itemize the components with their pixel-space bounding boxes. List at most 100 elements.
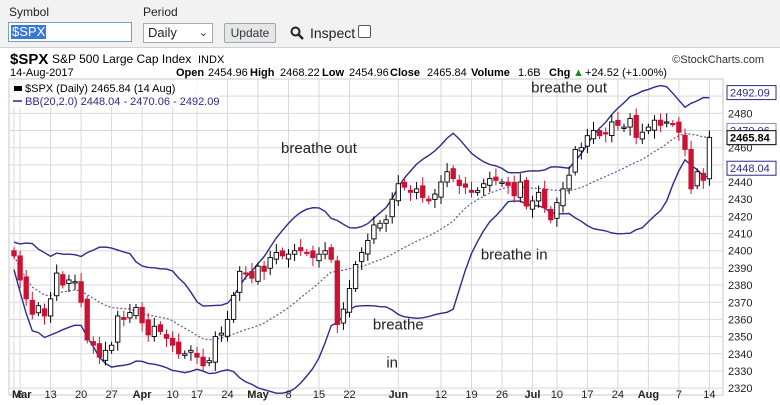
x-tick-label: 6 [17, 389, 23, 401]
x-tick-label: 24 [221, 389, 233, 401]
candle-up [365, 239, 371, 255]
candle-down [249, 271, 255, 279]
high-label: High [250, 67, 275, 79]
bb-lower-line [13, 158, 710, 394]
candle-up [206, 360, 212, 364]
candle-down [542, 188, 548, 209]
candles [11, 108, 713, 371]
candle-up [224, 318, 231, 337]
chart-annotation: breathe in [481, 246, 548, 263]
x-tick-label: 26 [496, 389, 508, 401]
candle-up [432, 193, 438, 200]
x-tick-label: 19 [465, 389, 477, 401]
candle-up [54, 272, 60, 297]
chart-name: S&P 500 Large Cap Index [52, 52, 191, 66]
candle-down [194, 352, 200, 358]
candle-down [603, 132, 609, 135]
candle-up [438, 181, 444, 198]
candle-up [706, 136, 713, 180]
candle-down [548, 208, 554, 221]
symbol-input-value[interactable]: $SPX [11, 24, 47, 39]
y-tick-label: 2350 [728, 332, 752, 344]
watermark: ©StockCharts.com [672, 54, 764, 66]
candle-up [535, 191, 542, 202]
search-icon[interactable] [290, 26, 304, 40]
inspect-checkbox[interactable] [358, 25, 371, 38]
candle-down [688, 148, 694, 190]
candle-up [499, 181, 505, 184]
candle-down [456, 179, 462, 186]
right-label-box [726, 85, 777, 101]
x-tick-label: 10 [166, 389, 178, 401]
candle-down [468, 189, 475, 193]
y-tick-label: 2420 [728, 211, 752, 223]
chg-value: +24.52 (+1.00%) [585, 67, 667, 79]
candle-down [29, 299, 35, 315]
chart-annotation: breathe [373, 317, 424, 334]
symbol-label: Symbol [9, 5, 50, 19]
candle-down [261, 265, 267, 272]
candle-up [664, 121, 670, 124]
candle-up [352, 264, 359, 289]
candle-up [383, 219, 389, 224]
update-button[interactable]: Update [224, 23, 276, 43]
x-tick-label: 20 [75, 389, 87, 401]
candle-down [145, 319, 151, 336]
candle-up [474, 190, 481, 193]
candle-down [450, 168, 456, 180]
chg-label: Chg [549, 67, 570, 79]
candle-up [108, 344, 115, 351]
candle-up [590, 130, 597, 140]
volume-label: Volume [471, 67, 510, 79]
candle-down [96, 343, 103, 358]
candle-up [218, 332, 225, 336]
candle-up [609, 121, 615, 136]
candle-up [389, 198, 395, 218]
candle-down [462, 183, 469, 188]
candle-down [78, 281, 84, 303]
y-tick-label: 2460 [728, 143, 752, 155]
period-select[interactable]: Daily ⌄ [143, 23, 213, 43]
candle-up [237, 270, 243, 293]
candle-down [407, 189, 414, 193]
candle-up [487, 178, 493, 186]
period-label: Period [143, 5, 178, 19]
candle-up [340, 308, 347, 324]
right-label-value: 2465.84 [730, 133, 771, 145]
x-tick-label: 8 [285, 389, 291, 401]
candle-down [41, 308, 48, 317]
candle-up [481, 183, 487, 188]
candle-up [529, 200, 536, 210]
candle-down [139, 306, 145, 324]
candle-down [682, 134, 688, 150]
candle-down [328, 247, 334, 260]
chart-exchange: INDX [198, 54, 225, 66]
price-legend-swatch [14, 86, 22, 91]
candle-up [578, 147, 584, 152]
candle-up [115, 315, 121, 343]
y-tick-label: 2390 [728, 263, 752, 275]
candle-down [505, 181, 511, 186]
candle-down [670, 123, 676, 126]
candle-up [645, 126, 652, 132]
y-tick-label: 2430 [728, 194, 752, 206]
chart-ticker: $SPX [10, 51, 48, 68]
candle-up [413, 188, 420, 193]
candle-up [621, 126, 627, 129]
candle-up [255, 265, 261, 282]
candle-up [371, 224, 377, 240]
open-value: 2454.96 [208, 67, 248, 79]
y-tick-label: 2440 [728, 177, 752, 189]
y-tick-label: 2340 [728, 349, 752, 361]
candle-down [676, 121, 682, 133]
candle-up [566, 174, 572, 190]
candle-up [230, 294, 237, 320]
x-tick-label: Mar [12, 389, 32, 401]
inspect-label[interactable]: Inspect [310, 25, 356, 41]
close-label: Close [390, 67, 420, 79]
candle-up [584, 135, 591, 147]
candle-up [102, 349, 109, 361]
candle-up [560, 188, 566, 207]
candle-down [523, 180, 530, 207]
